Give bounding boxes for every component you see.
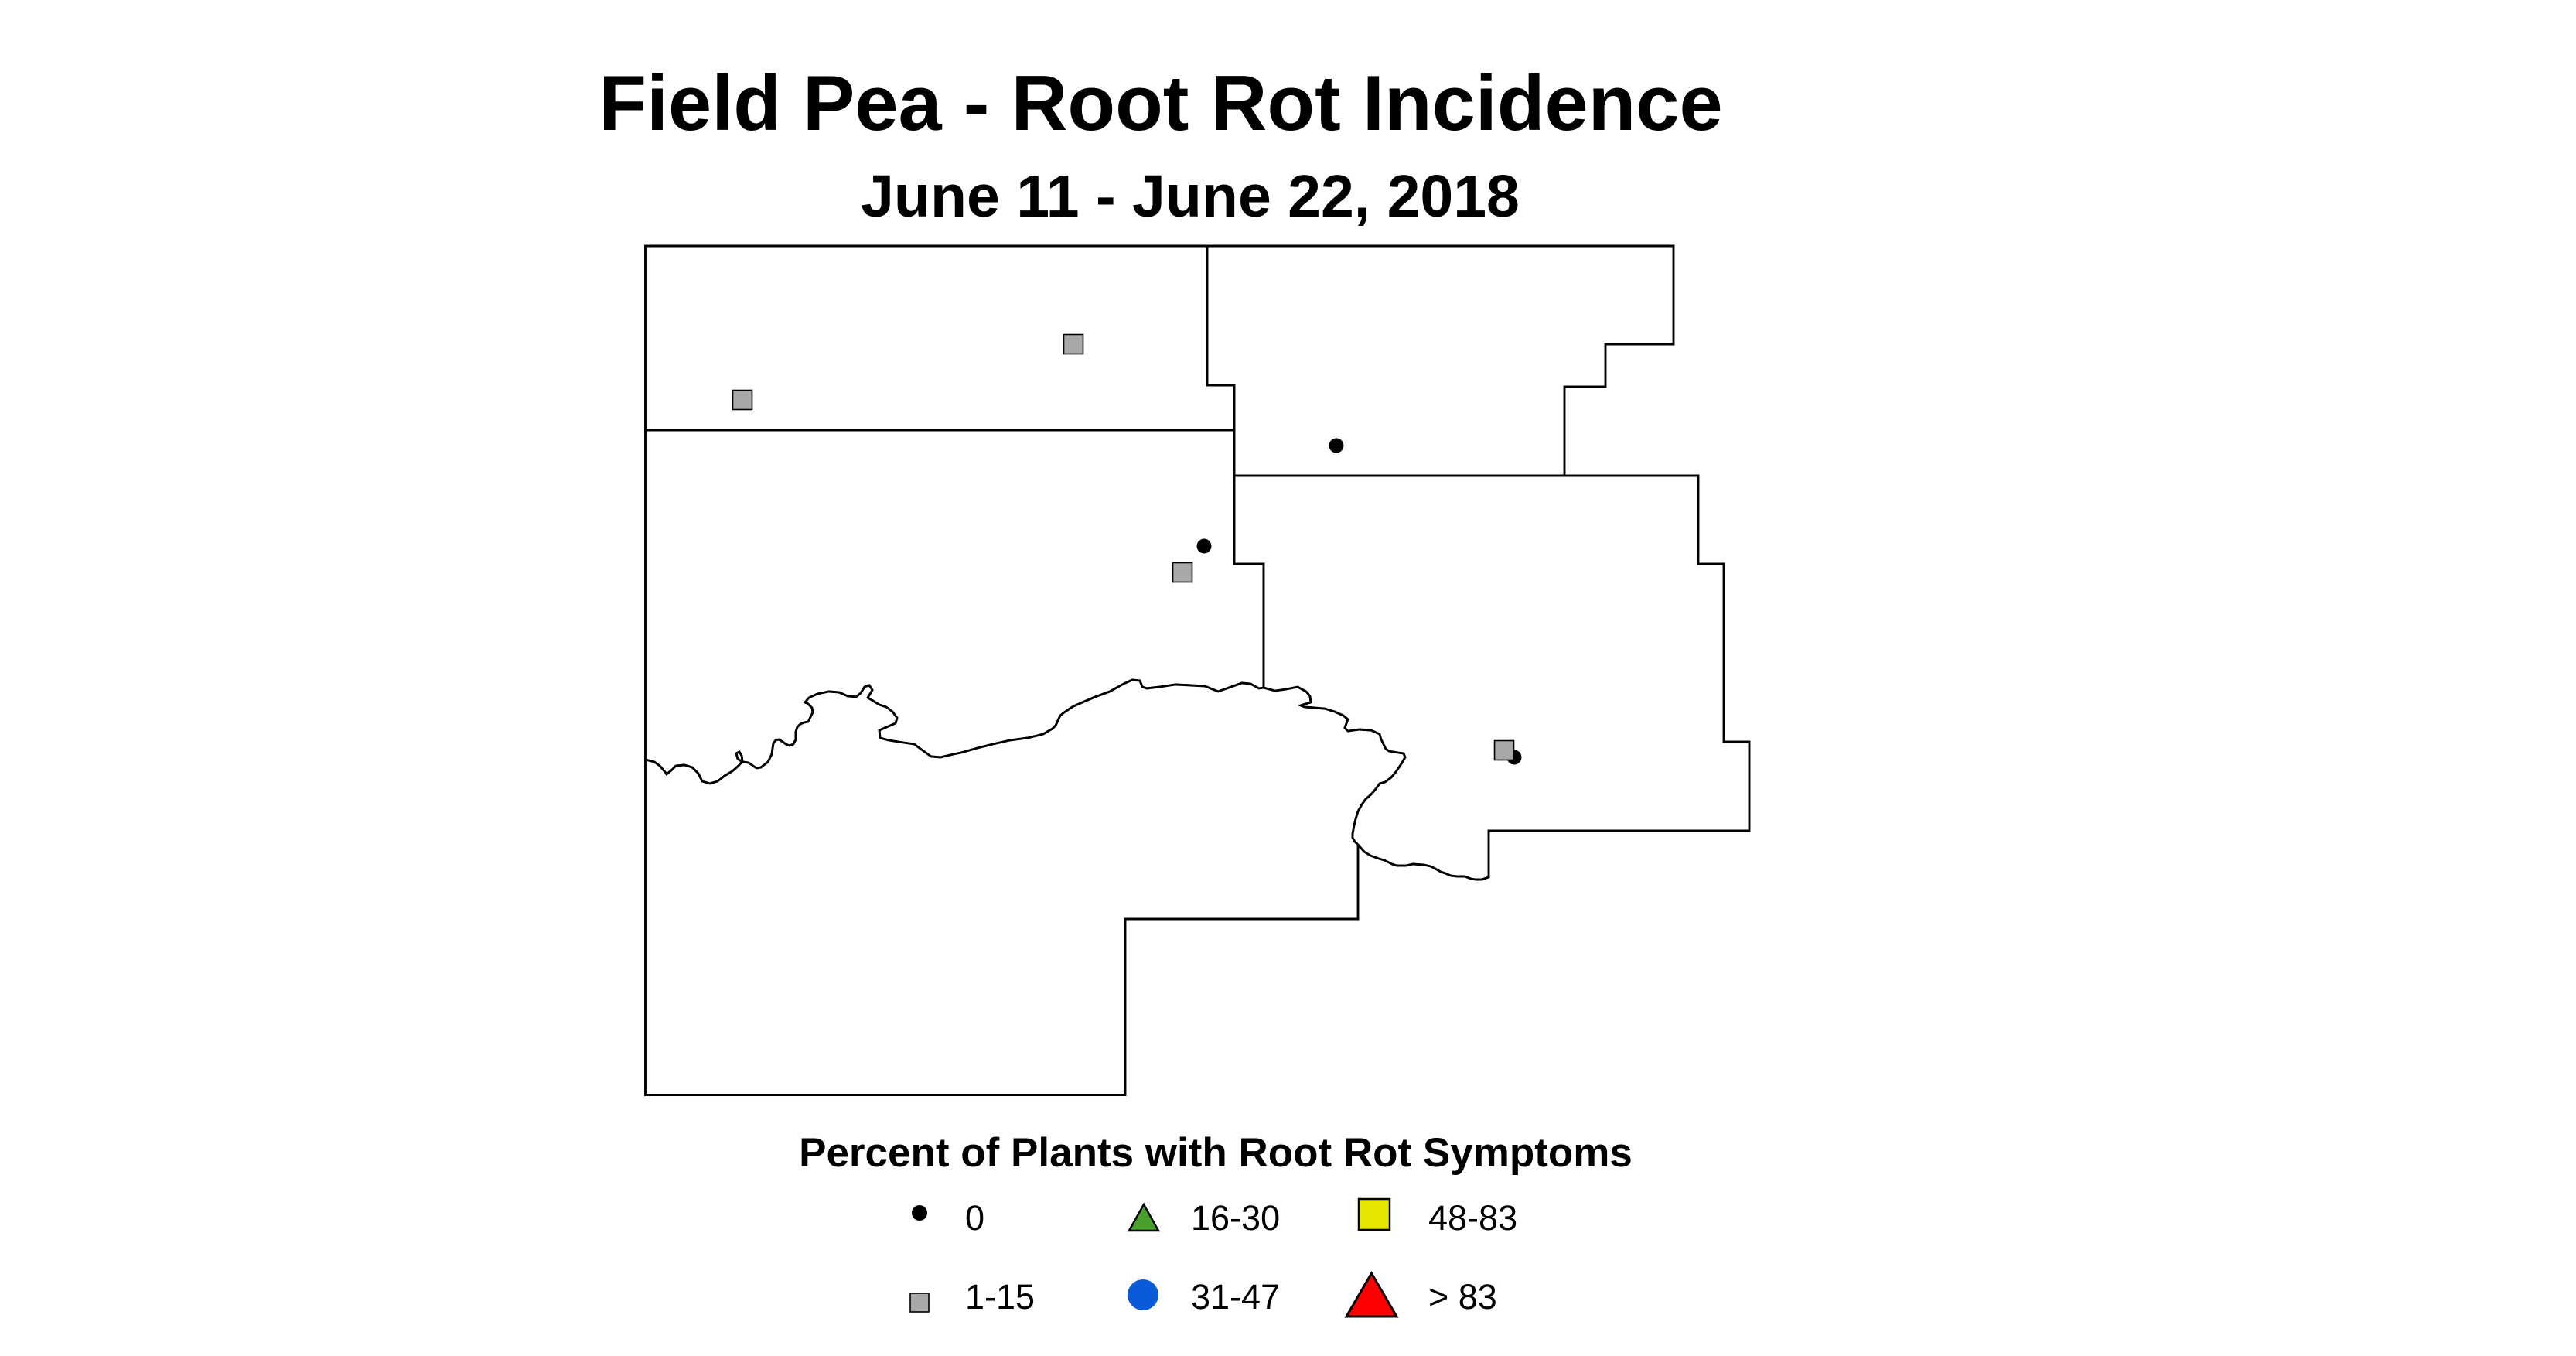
svg-text:0: 0 xyxy=(965,1198,984,1238)
svg-text:> 83: > 83 xyxy=(1428,1277,1497,1317)
svg-text:1-15: 1-15 xyxy=(965,1277,1035,1317)
svg-text:16-30: 16-30 xyxy=(1191,1198,1280,1238)
svg-text:June 11 - June 22, 2018: June 11 - June 22, 2018 xyxy=(861,163,1520,230)
svg-text:48-83: 48-83 xyxy=(1428,1198,1517,1238)
svg-text:Field Pea - Root Rot Incidence: Field Pea - Root Rot Incidence xyxy=(599,60,1722,147)
svg-text:31-47: 31-47 xyxy=(1191,1277,1280,1317)
svg-text:Percent of Plants with Root Ro: Percent of Plants with Root Rot Symptoms xyxy=(799,1130,1633,1176)
